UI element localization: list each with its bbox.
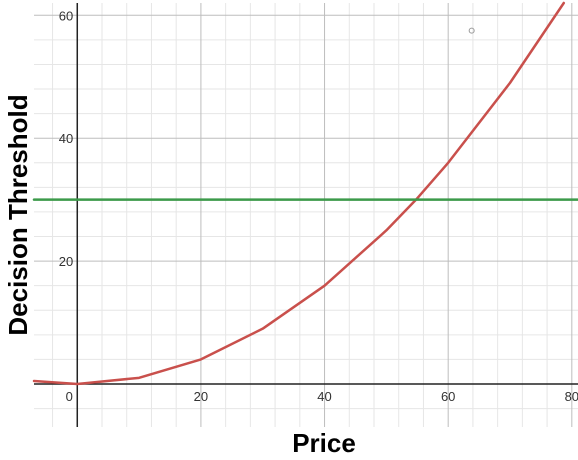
series-layer xyxy=(32,1,578,386)
major-gridlines xyxy=(34,3,578,427)
series-line-1 xyxy=(32,1,566,386)
x-tick-label: 80 xyxy=(565,389,578,404)
minor-gridlines xyxy=(34,3,578,427)
y-tick-label: 20 xyxy=(59,254,73,269)
y-tick-label: 60 xyxy=(59,8,73,23)
x-tick-label: 60 xyxy=(441,389,455,404)
y-axis-title: Decision Threshold xyxy=(3,94,33,335)
tick-labels: 0 20 40 60 80 20 40 60 xyxy=(59,8,578,404)
x-tick-label: 20 xyxy=(194,389,208,404)
axes xyxy=(34,3,578,427)
x-axis-title: Price xyxy=(292,428,356,458)
x-tick-label: 0 xyxy=(66,389,73,404)
x-tick-label: 40 xyxy=(317,389,331,404)
annotation-layer xyxy=(468,27,475,34)
y-tick-label: 40 xyxy=(59,131,73,146)
open-circle-marker xyxy=(468,27,475,34)
